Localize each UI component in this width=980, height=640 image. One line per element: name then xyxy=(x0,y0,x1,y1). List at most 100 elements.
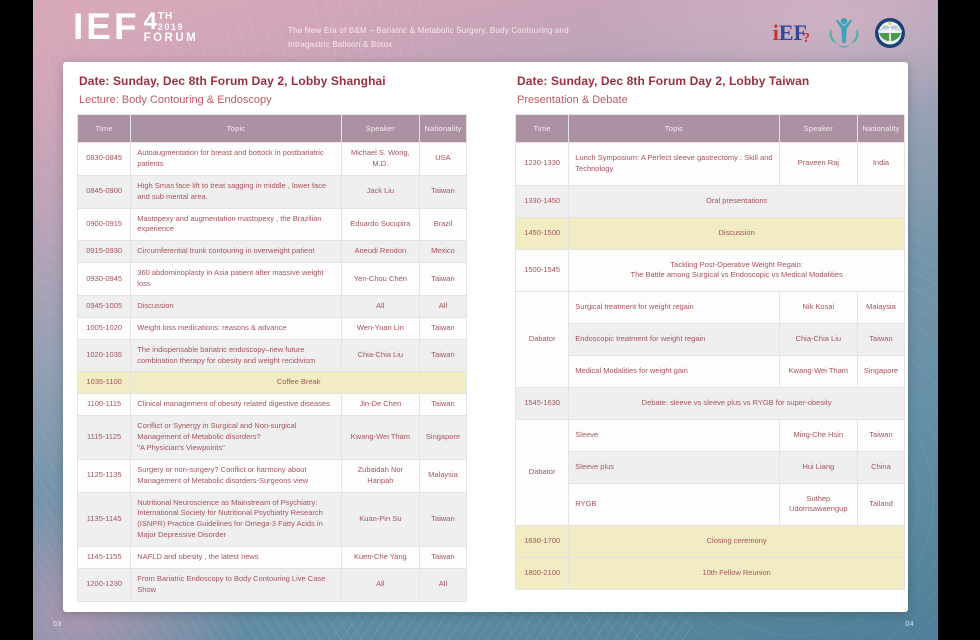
nationality-cell: India xyxy=(856,142,906,186)
topic-cell: Sleeve plus xyxy=(568,450,780,484)
time-cell: 1100-1115 xyxy=(76,393,132,417)
logo-th: TH xyxy=(157,11,174,22)
time-cell: Dabator xyxy=(514,291,570,388)
right-date-title: Date: Sunday, Dec 8th Forum Day 2, Lobby… xyxy=(517,74,810,88)
nationality-cell: Taiwan xyxy=(418,174,468,209)
topic-cell: The indispensable bariatric endoscopy–ne… xyxy=(130,338,342,373)
speaker-cell: Kwang-Wei Tham xyxy=(340,415,420,460)
nationality-cell: All xyxy=(418,294,468,318)
nationality-cell: Mexico xyxy=(418,240,468,264)
time-cell: 0830-0845 xyxy=(76,142,132,176)
speaker-cell: Ming-Che Hsin xyxy=(778,418,858,452)
table-row: 1020-1035 The indispensable bariatric end… xyxy=(76,338,468,373)
table-row: 1230-1330 Lunch Symposium: A Perfect slee… xyxy=(514,142,906,186)
table-row: 1450-1500 Discussion xyxy=(514,216,905,250)
nationality-cell: Taiwan xyxy=(418,262,468,296)
table-row: 0845-0900 High Smas face lift to treat sa… xyxy=(76,174,468,209)
nationality-cell: Taiwan xyxy=(856,418,906,452)
speaker-cell: Chia-Chia Liu xyxy=(340,338,420,373)
table-row: RYGB Suthep Udomsawaengup Tailand xyxy=(516,482,906,527)
topic-cell: Mastopexy and augmentation mastopexy , t… xyxy=(130,207,342,242)
table-row: 0930-0945 360 abdominoplasty in Asia pati… xyxy=(76,262,468,296)
speaker-cell: Praveen Raj xyxy=(778,142,858,186)
time-cell: 1545-1630 xyxy=(514,386,570,420)
speaker-cell: Suthep Udomsawaengup xyxy=(778,482,858,527)
tagline-line-2: Intragastric Balloon & Botox xyxy=(288,39,393,49)
nationality-cell: Taiwan xyxy=(856,323,906,356)
time-cell: 1115-1125 xyxy=(76,415,132,460)
time-cell: 0915-0930 xyxy=(76,240,132,264)
col-header-speaker: Speaker xyxy=(340,114,420,143)
table-row: 1545-1630 Debate: sleeve vs sleeve plus v… xyxy=(514,386,905,420)
topic-span-cell: Tackling Post-Operative Weight Regain: T… xyxy=(568,248,905,293)
masthead: IEF 4 TH 2019 FORUM The New Era of B&M –… xyxy=(33,0,938,62)
speaker-cell: Kwang-Wei Tham xyxy=(778,355,858,388)
topic-cell: Weight loss medications: reasons & advan… xyxy=(130,316,342,340)
time-cell: 1005-1020 xyxy=(76,316,132,340)
table-row: 0915-0930 Circumferential trunk contourin… xyxy=(76,240,468,264)
topic-span-cell: Closing ceremony xyxy=(568,525,905,559)
table-header-row: Time Topic Speaker Nationality xyxy=(514,114,906,143)
time-cell: 0945-1005 xyxy=(76,294,132,318)
topic-span-cell: 10th Fellow Reunion xyxy=(568,557,905,590)
logo-number: 4 xyxy=(143,8,157,35)
topic-cell: Surgical treatment for weight regain xyxy=(568,291,780,325)
topic-cell: High Smas face lift to treat sagging in … xyxy=(130,174,342,209)
nationality-cell: China xyxy=(856,450,906,484)
speaker-cell: Wen-Yuan Lin xyxy=(340,316,420,340)
table-row: 0900-0915 Mastopexy and augmentation mast… xyxy=(76,207,468,242)
time-cell: 1450-1500 xyxy=(514,216,570,250)
table-row: 1800-2100 10th Fellow Reunion xyxy=(514,557,905,590)
nationality-cell: Taiwan xyxy=(418,316,468,340)
speaker-cell: Jin-De Chen xyxy=(340,393,420,417)
program-spread-page: IEF 4 TH 2019 FORUM The New Era of B&M –… xyxy=(33,0,938,640)
left-session-subtitle: Lecture: Body Contouring & Endoscopy xyxy=(79,94,272,106)
table-row: Dabator Surgical treatment for weight reg… xyxy=(514,291,906,388)
nationality-cell: Brazil xyxy=(418,207,468,242)
left-table-body: 0830-0845 Autoaugmentation for breast and… xyxy=(76,142,468,602)
time-cell: 1035-1100 xyxy=(76,371,132,395)
figure-hands-logo-icon xyxy=(829,17,859,49)
shanghai-schedule-table: Time Topic Speaker Nationality 0830-0845… xyxy=(76,114,468,602)
table-row: 1330-1450 Oral presentations xyxy=(514,184,905,218)
page-number-left: 03 xyxy=(53,621,62,628)
col-header-time: Time xyxy=(514,114,570,143)
table-row: 1630-1700 Closing ceremony xyxy=(514,525,905,559)
nationality-cell: USA xyxy=(418,142,468,176)
table-row: 1500-1545 Tackling Post-Operative Weight … xyxy=(514,248,905,293)
program-card: Date: Sunday, Dec 8th Forum Day 2, Lobby… xyxy=(63,62,908,612)
topic-cell: Clinical management of obesity related d… xyxy=(130,393,342,417)
topic-cell: RYGB xyxy=(568,482,780,527)
table-row: Sleeve plus Hui Liang China xyxy=(516,450,906,484)
globe-caduceus-logo-icon xyxy=(874,17,906,49)
speaker-cell: Kuan-Pin Su xyxy=(340,491,420,547)
topic-cell: NAFLD and obesity , the latest news xyxy=(130,546,342,569)
topic-cell: Surgery or non-surgery? Conflict or harm… xyxy=(130,458,342,493)
table-row: Endoscopic treatment for weight regain Ch… xyxy=(516,323,906,356)
table-row: 1135-1145 Nutritional Neuroscience as Mai… xyxy=(76,491,468,547)
topic-cell: Discussion xyxy=(130,294,342,318)
left-date-title: Date: Sunday, Dec 8th Forum Day 2, Lobby… xyxy=(79,74,386,88)
nationality-cell: All xyxy=(418,567,468,602)
ief-logo-text: IEF xyxy=(73,6,140,47)
topic-span-cell: Debate: sleeve vs sleeve plus vs RYGB fo… xyxy=(568,386,905,420)
nationality-cell: Singapore xyxy=(418,415,468,460)
table-row: 0830-0845 Autoaugmentation for breast and… xyxy=(76,142,468,176)
col-header-nationality: Nationality xyxy=(418,114,468,143)
topic-cell: Nutritional Neuroscience as Mainstream o… xyxy=(130,491,342,547)
shanghai-program-panel: Date: Sunday, Dec 8th Forum Day 2, Lobby… xyxy=(76,70,468,602)
speaker-cell: Hui Liang xyxy=(778,450,858,484)
time-cell: 0930-0945 xyxy=(76,262,132,296)
forum-tagline: The New Era of B&M – Bariatric & Metabol… xyxy=(288,24,569,51)
taiwan-program-panel: Date: Sunday, Dec 8th Forum Day 2, Lobby… xyxy=(514,70,906,590)
speaker-cell: All xyxy=(340,567,420,602)
topic-span-cell: Coffee Break xyxy=(130,371,467,395)
table-row: 1200-1230 From Bariatric Endoscopy to Bod… xyxy=(76,567,468,602)
time-cell: 1800-2100 xyxy=(514,557,570,590)
tagline-line-1: The New Era of B&M – Bariatric & Metabol… xyxy=(288,26,569,35)
nationality-cell: Singapore xyxy=(856,355,906,388)
speaker-cell: Eduardo Sucupira xyxy=(340,207,420,242)
topic-cell: Conflict or Synergy in Surgical and Non-… xyxy=(130,415,342,460)
table-row: 1100-1115 Clinical management of obesity … xyxy=(76,393,468,417)
